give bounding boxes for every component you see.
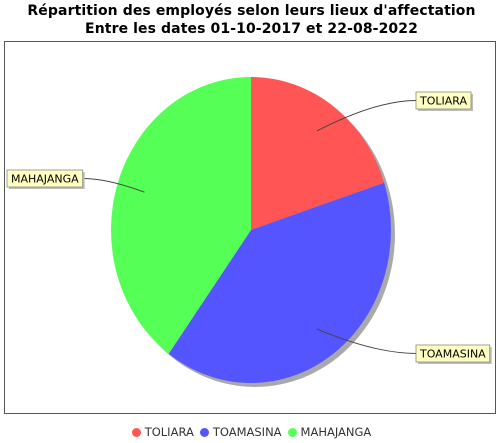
legend-item-toamasina: TOAMASINA	[200, 425, 282, 439]
legend-swatch-mahajanga	[288, 428, 297, 437]
legend: TOLIARA TOAMASINA MAHAJANGA	[0, 424, 503, 440]
legend-swatch-toamasina	[200, 428, 209, 437]
pie-label-text-mahajanga: MAHAJANGA	[11, 173, 79, 186]
pie-label-text-toamasina: TOAMASINA	[419, 348, 486, 361]
legend-swatch-toliara	[132, 428, 141, 437]
legend-label-mahajanga: MAHAJANGA	[301, 425, 372, 439]
legend-label-toliara: TOLIARA	[145, 425, 194, 439]
pie-label-text-toliara: TOLIARA	[419, 95, 467, 108]
legend-item-toliara: TOLIARA	[132, 425, 194, 439]
legend-label-toamasina: TOAMASINA	[213, 425, 282, 439]
legend-item-mahajanga: MAHAJANGA	[288, 425, 372, 439]
